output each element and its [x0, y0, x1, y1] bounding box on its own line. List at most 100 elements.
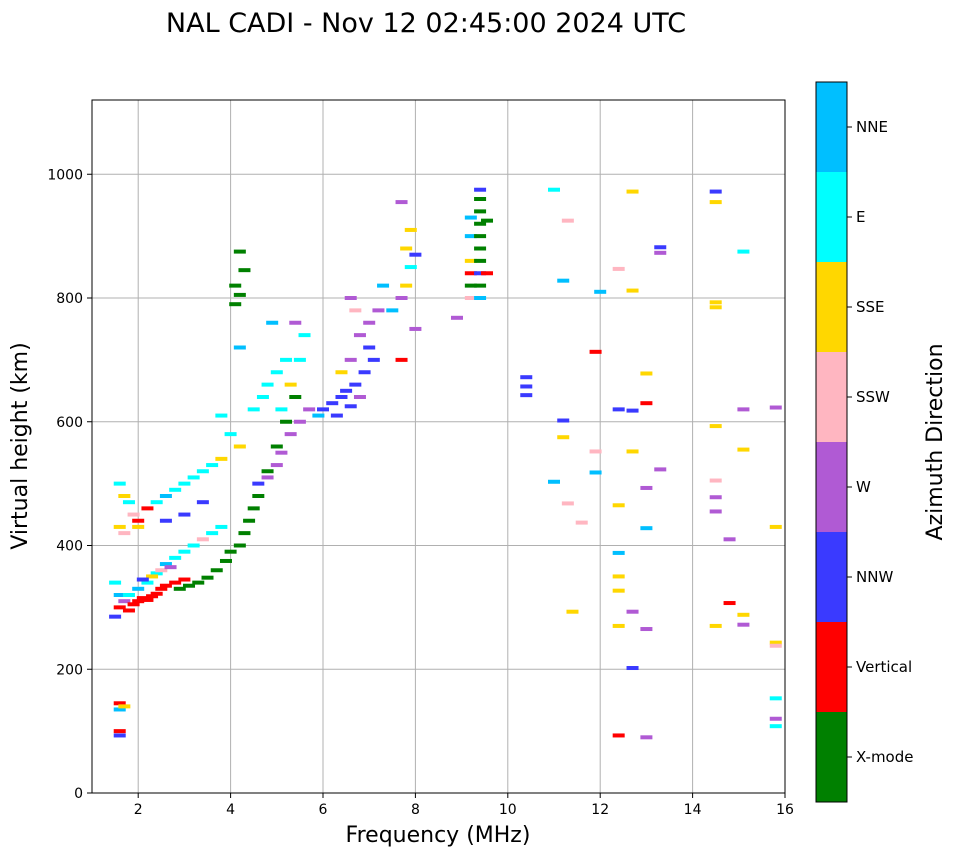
data-point-138-nnw [474, 271, 487, 276]
data-point-49-e [187, 543, 200, 548]
data-point-193-w [709, 495, 722, 500]
data-point-14-vertical [141, 597, 154, 602]
data-point-183-w [640, 735, 653, 740]
data-point-38-x-mode [229, 283, 242, 288]
data-point-129-w [450, 315, 463, 320]
data-point-178-sse [640, 371, 653, 376]
chart-title: NAL CADI - Nov 12 02:45:00 2024 UTC [166, 8, 686, 39]
data-point-35-x-mode [280, 419, 293, 424]
data-point-9-w [118, 599, 131, 604]
x-tick-label: 4 [226, 802, 235, 818]
data-point-62-vertical [141, 506, 154, 511]
data-point-25-x-mode [210, 568, 223, 573]
data-point-149-nnw [520, 384, 533, 389]
colorbar-frame [815, 81, 848, 803]
data-point-132-vertical [464, 271, 477, 276]
data-point-173-sse [626, 288, 639, 293]
colorbar-title: Azimuth Direction [923, 343, 948, 540]
data-point-88-e [293, 357, 306, 362]
data-point-137-x-mode [474, 283, 487, 288]
data-point-89-e [298, 333, 311, 338]
data-point-170-sse [612, 623, 625, 628]
data-point-3-vertical [113, 701, 126, 706]
data-point-7-nne [113, 593, 126, 597]
data-point-69-e [206, 463, 219, 468]
data-point-95-w [275, 450, 288, 455]
colorbar-swatch-e [816, 172, 847, 262]
data-point-0-nnw [113, 733, 126, 738]
colorbar-label-ssw: SSW [856, 388, 890, 406]
data-point-82-e [256, 395, 269, 399]
data-point-106-nnw [367, 357, 380, 362]
data-point-182-w [640, 627, 653, 632]
data-point-158-ssw [575, 520, 588, 525]
data-point-47-e [169, 555, 182, 560]
data-point-134-nne [464, 234, 477, 239]
data-point-161-nne [594, 289, 607, 294]
data-point-54-w [164, 565, 177, 570]
data-point-23-x-mode [192, 580, 205, 585]
data-point-111-sse [335, 370, 348, 375]
data-point-174-nnw [626, 408, 639, 413]
colorbar-swatch-ssw [816, 352, 847, 442]
data-point-159-sse [566, 609, 579, 614]
data-point-113-w [353, 333, 366, 338]
data-point-167-nne [612, 550, 625, 555]
data-point-195-sse [709, 623, 722, 628]
data-point-16-vertical [150, 591, 163, 596]
data-point-55-sse [146, 574, 159, 579]
x-tick-label: 10 [499, 802, 517, 818]
y-tick-label: 200 [56, 662, 83, 678]
data-point-153-ssw [561, 218, 574, 223]
data-point-57-e [113, 481, 126, 486]
data-point-150-nnw [520, 375, 533, 380]
data-point-187-nnw [709, 189, 722, 194]
data-point-4-sse [118, 704, 131, 709]
colorbar-swatch-sse [816, 262, 847, 352]
data-point-136-nne [474, 296, 487, 300]
data-point-160-vertical [589, 349, 602, 354]
data-point-1-vertical [113, 729, 126, 734]
data-point-130-ssw [464, 296, 477, 300]
data-point-40-x-mode [238, 268, 251, 273]
data-point-67-e [187, 475, 200, 480]
colorbar-label-nne: NNE [856, 118, 888, 136]
data-point-171-vertical [612, 733, 625, 738]
data-point-48-e [178, 549, 191, 554]
x-tick-label: 16 [776, 802, 794, 818]
data-point-27-x-mode [224, 549, 237, 554]
data-point-2-nne [113, 707, 126, 712]
data-point-196-w [723, 537, 736, 542]
data-point-31-x-mode [247, 506, 260, 511]
data-point-142-x-mode [474, 221, 487, 226]
data-point-17-vertical [155, 586, 168, 591]
data-point-50-ssw [196, 537, 209, 542]
data-point-119-vertical [395, 357, 408, 362]
data-point-6-vertical [113, 605, 126, 610]
data-point-22-x-mode [183, 583, 196, 588]
data-point-125-sse [400, 246, 413, 251]
y-tick-label: 800 [56, 291, 83, 307]
data-point-188-sse [709, 200, 722, 205]
data-point-34-x-mode [270, 444, 283, 449]
data-point-164-ssw [612, 266, 625, 271]
data-point-185-w [654, 250, 667, 255]
data-point-165-nnw [612, 407, 625, 412]
data-point-56-nnw [136, 577, 149, 582]
data-point-124-nnw [409, 252, 422, 257]
data-point-202-w [737, 622, 750, 627]
x-tick-label: 8 [411, 802, 420, 818]
data-point-18-vertical [159, 583, 172, 588]
data-point-172-sse [626, 189, 639, 194]
data-point-121-w [395, 296, 408, 300]
data-point-11-vertical [127, 602, 140, 607]
data-point-145-nnw [474, 187, 487, 192]
data-point-20-vertical [178, 577, 191, 582]
data-point-208-w [769, 716, 782, 721]
data-point-107-nnw [330, 413, 343, 418]
colorbar-swatch-x-mode [816, 712, 847, 802]
data-point-84-e [270, 370, 283, 375]
data-point-186-w [654, 467, 667, 472]
data-point-83-e [261, 382, 274, 387]
